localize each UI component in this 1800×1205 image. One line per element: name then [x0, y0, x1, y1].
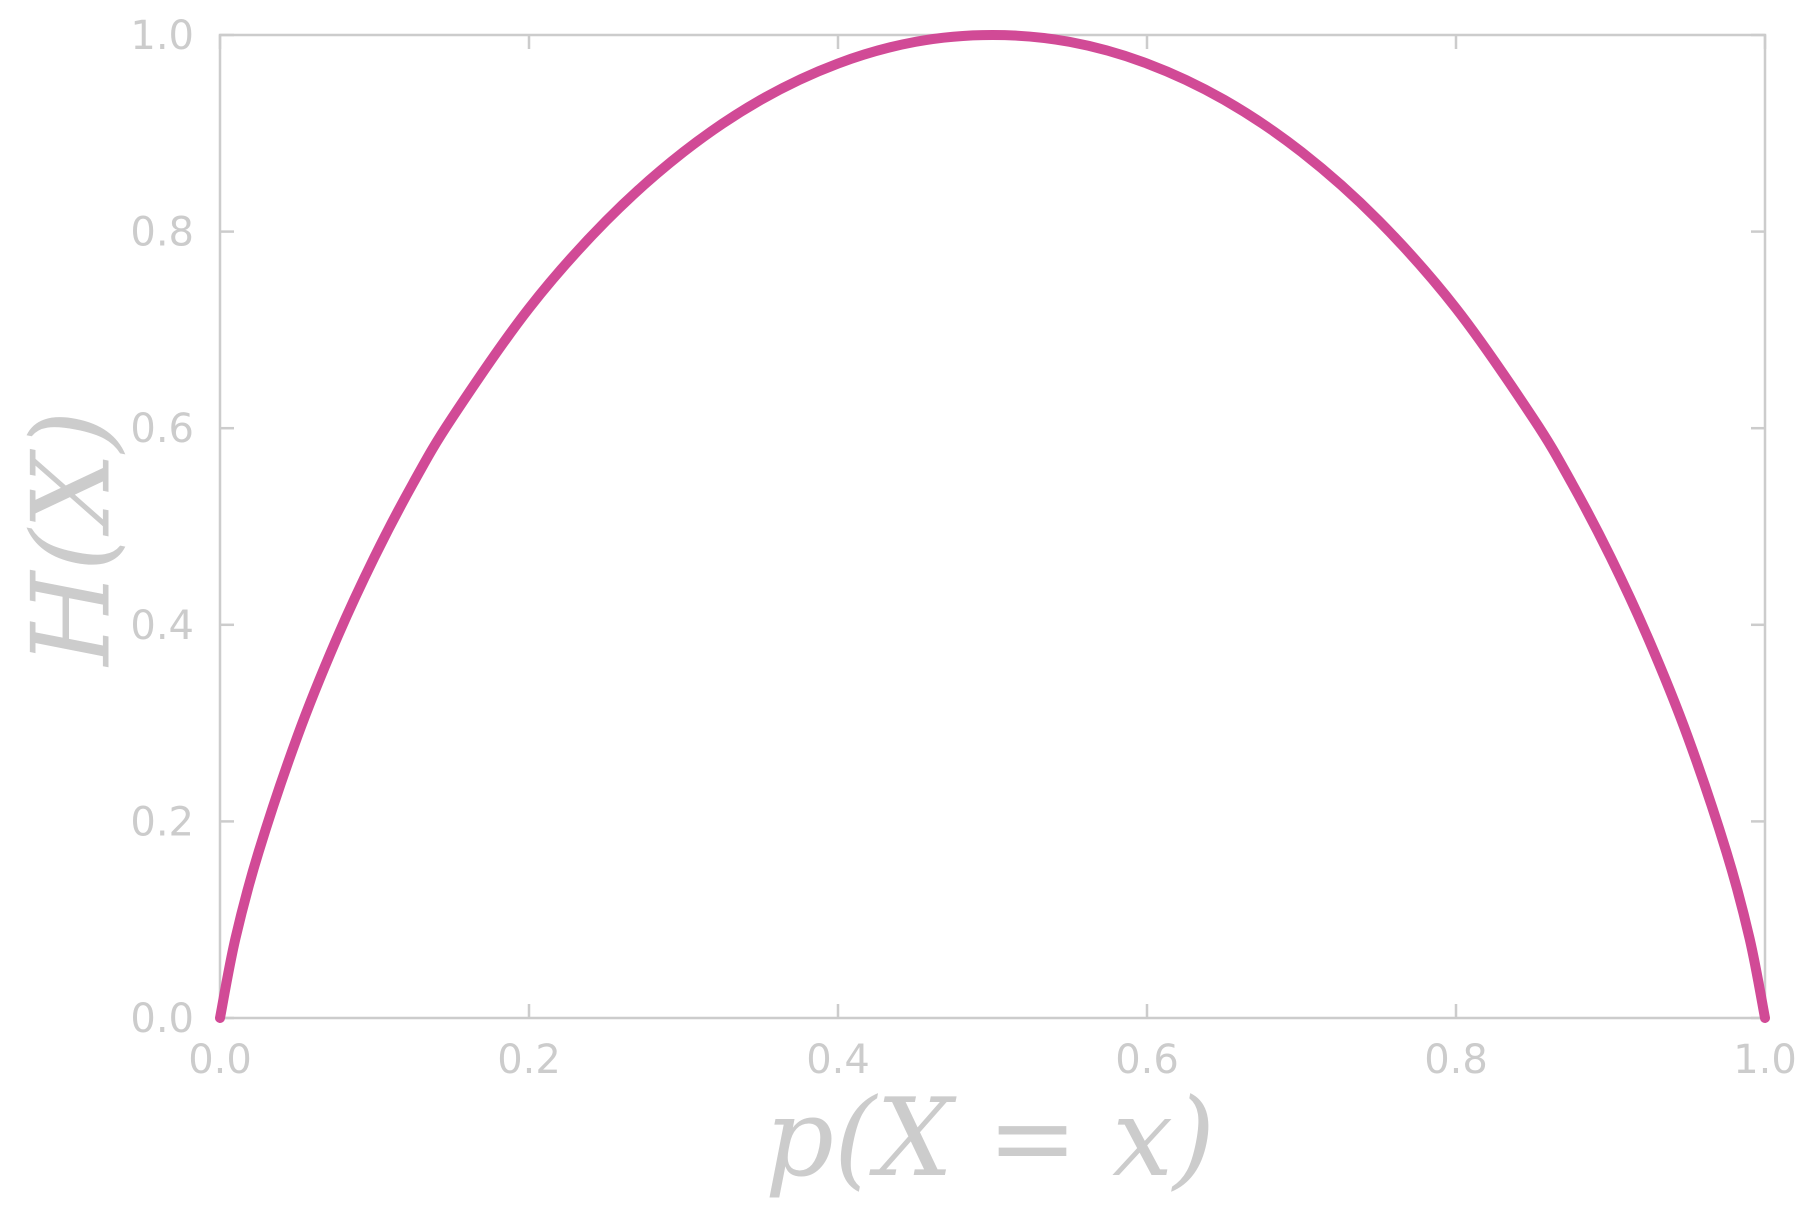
y-axis-label: H(X) — [9, 410, 134, 667]
y-tick-label: 0.0 — [130, 996, 194, 1042]
x-tick-label: 0.8 — [1424, 1037, 1488, 1083]
plot-area: 0.0 0.2 0.4 0.6 0.8 1.0 0.0 0.2 0.4 0.6 0.8 1.0 — [130, 13, 1796, 1083]
plot-frame — [218, 33, 1767, 1020]
x-tick-label: 0.4 — [806, 1037, 870, 1083]
x-axis-label: p(X = x) — [765, 1076, 1215, 1200]
x-tick-label: 1.0 — [1733, 1037, 1797, 1083]
y-axis-title: H(X) — [9, 410, 134, 667]
y-tick-label: 0.2 — [130, 799, 194, 845]
y-tick-label: 1.0 — [130, 13, 194, 59]
x-tick-label: 0.6 — [1115, 1037, 1179, 1083]
y-tick-label: 0.8 — [130, 210, 194, 256]
x-tick-label: 0.2 — [497, 1037, 561, 1083]
entropy-series-line — [215, 30, 1770, 1023]
y-tick-label: 0.6 — [130, 406, 194, 452]
y-tick-label: 0.4 — [130, 603, 194, 649]
x-tick-label: 0.0 — [188, 1037, 252, 1083]
